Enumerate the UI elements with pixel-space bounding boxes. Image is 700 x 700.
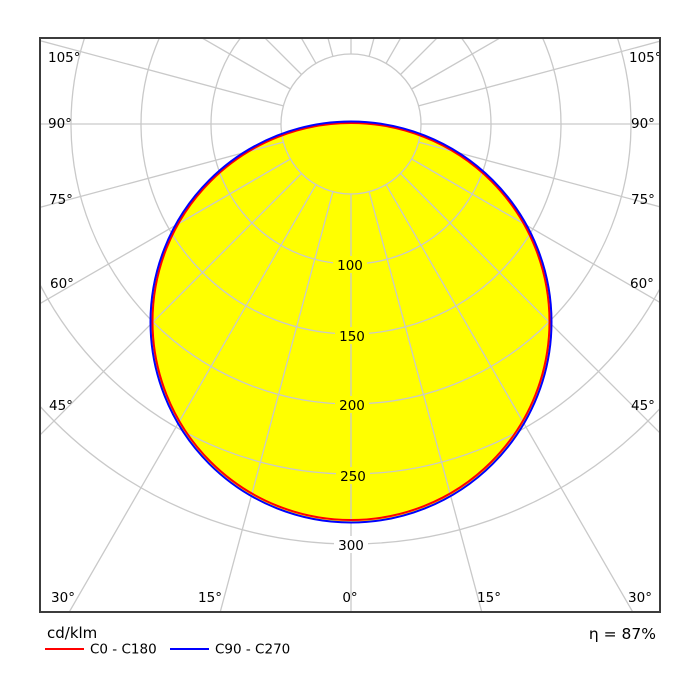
legend-label-c90: C90 - C270 bbox=[215, 642, 290, 658]
angle-label-bottom-30l: 30° bbox=[51, 590, 75, 606]
angle-labels-left: 105° 90° 75° 60° 45° bbox=[48, 50, 81, 414]
curve-c90-c270 bbox=[149, 120, 553, 524]
plot-border bbox=[39, 37, 661, 613]
radial-label-bg bbox=[336, 467, 370, 484]
legend-label-c0: C0 - C180 bbox=[90, 642, 157, 658]
radial-label-300: 300 bbox=[338, 538, 364, 554]
angle-labels-bottom: 30° 15° 0° 15° 30° bbox=[51, 590, 652, 606]
angle-label-left-105: 105° bbox=[48, 50, 81, 66]
angle-label-right-60: 60° bbox=[630, 276, 654, 292]
radial-tick-labels: 100 150 200 250 300 bbox=[333, 256, 370, 554]
radial-label-150: 150 bbox=[339, 329, 365, 345]
radial-label-250: 250 bbox=[340, 469, 366, 485]
angle-labels-right: 105° 90° 75° 60° 45° bbox=[629, 50, 662, 414]
angle-label-right-75: 75° bbox=[631, 192, 655, 208]
angle-label-left-75: 75° bbox=[49, 192, 73, 208]
radial-label-100: 100 bbox=[337, 258, 363, 274]
angle-label-bottom-15r: 15° bbox=[477, 590, 501, 606]
radial-label-200: 200 bbox=[339, 398, 365, 414]
radial-label-bg bbox=[333, 256, 367, 273]
angle-label-bottom-30r: 30° bbox=[628, 590, 652, 606]
radial-label-bg bbox=[335, 327, 369, 344]
angle-label-left-60: 60° bbox=[50, 276, 74, 292]
curve-c0-c180 bbox=[151, 122, 551, 521]
angle-label-left-90: 90° bbox=[48, 116, 72, 132]
legend: C0 - C180 C90 - C270 bbox=[45, 642, 290, 658]
radial-label-bg bbox=[335, 396, 369, 413]
angle-label-right-90: 90° bbox=[631, 116, 655, 132]
angle-label-bottom-0: 0° bbox=[342, 590, 357, 606]
angle-label-left-45: 45° bbox=[49, 398, 73, 414]
angle-label-right-105: 105° bbox=[629, 50, 662, 66]
radial-label-bg bbox=[334, 536, 368, 553]
efficiency-label: η = 87% bbox=[589, 625, 656, 643]
unit-label: cd/klm bbox=[47, 624, 97, 642]
angle-label-right-45: 45° bbox=[631, 398, 655, 414]
angle-label-bottom-15l: 15° bbox=[198, 590, 222, 606]
